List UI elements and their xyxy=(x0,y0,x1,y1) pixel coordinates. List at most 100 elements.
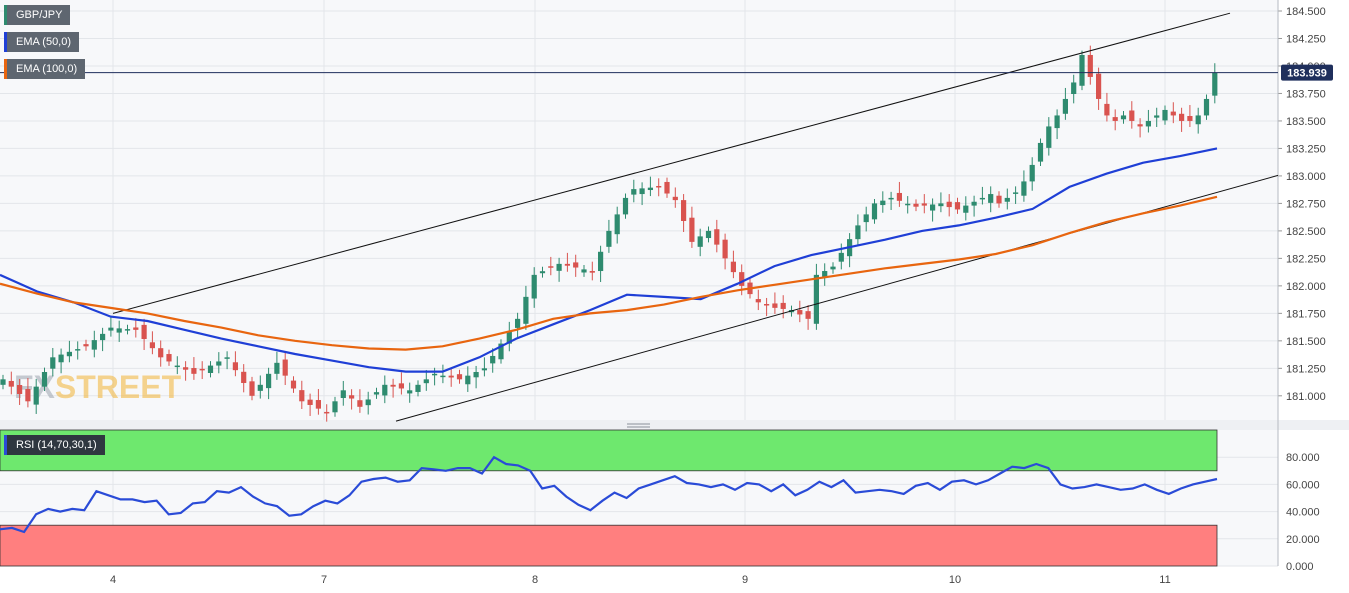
candle-down xyxy=(954,202,961,210)
candle-up xyxy=(1021,181,1027,196)
candle-down xyxy=(1096,73,1102,99)
candle-up xyxy=(373,392,380,395)
candle-up xyxy=(340,390,346,399)
candle-down xyxy=(946,201,952,208)
candle-down xyxy=(664,181,670,194)
candle-down xyxy=(133,327,139,330)
candle-down xyxy=(324,411,330,414)
candle-up xyxy=(614,214,620,235)
candle-up xyxy=(58,354,64,363)
candle-down xyxy=(672,196,678,201)
candle-up xyxy=(523,296,529,324)
candle-down xyxy=(714,229,720,245)
price-y-tick-label: 181.250 xyxy=(1286,363,1326,375)
candle-up xyxy=(1037,142,1044,162)
symbol-swatch xyxy=(4,5,7,25)
candle-up xyxy=(490,355,496,364)
x-tick-label: 7 xyxy=(321,574,327,586)
candle-up xyxy=(979,197,985,200)
candle-down xyxy=(349,395,355,399)
candle-up xyxy=(855,225,861,240)
candle-up xyxy=(830,266,836,270)
ema50-swatch xyxy=(4,32,7,52)
x-tick-label: 8 xyxy=(532,574,538,586)
legend-rsi[interactable]: RSI (14,70,30,1) xyxy=(4,435,105,455)
legend-ema50-label: EMA (50,0) xyxy=(16,36,72,48)
candle-down xyxy=(166,354,172,362)
candle-down xyxy=(149,342,155,349)
price-y-tick-label: 183.250 xyxy=(1286,143,1326,155)
candle-down xyxy=(548,266,554,268)
candle-up xyxy=(930,204,936,211)
candle-down xyxy=(573,262,579,268)
candle-down xyxy=(456,374,463,380)
candle-up xyxy=(1071,82,1077,95)
candle-up xyxy=(382,384,388,396)
candle-up xyxy=(174,365,180,368)
candle-down xyxy=(996,195,1002,204)
pane-divider xyxy=(0,420,1349,430)
candle-down xyxy=(191,368,197,374)
candle-down xyxy=(921,203,927,206)
candle-up xyxy=(622,197,629,215)
rsi-y-tick-label: 0.000 xyxy=(1286,561,1314,573)
legend-rsi-label: RSI (14,70,30,1) xyxy=(16,439,97,451)
candle-down xyxy=(1087,54,1093,77)
candle-down xyxy=(1187,115,1193,121)
legend-ema100[interactable]: EMA (100,0) xyxy=(4,59,86,79)
rsi-oversold-zone xyxy=(0,524,1218,567)
candle-up xyxy=(266,373,272,389)
candle-down xyxy=(1137,124,1143,127)
candle-up xyxy=(1203,98,1210,116)
candle-up xyxy=(813,274,819,324)
candle-up xyxy=(224,357,230,359)
candle-up xyxy=(556,263,562,271)
rsi-y-tick-label: 20.000 xyxy=(1286,534,1320,546)
current-price-badge xyxy=(1281,64,1333,81)
candle-up xyxy=(432,373,438,376)
candle-up xyxy=(100,333,106,341)
rsi-overbought-zone xyxy=(0,429,1218,472)
candle-down xyxy=(1129,110,1135,121)
candle-down xyxy=(1112,117,1118,121)
legend-symbol-label: GBP/JPY xyxy=(16,9,63,21)
candle-up xyxy=(539,271,546,274)
candle-up xyxy=(1062,98,1068,114)
candle-up xyxy=(481,368,487,371)
legend-symbol[interactable]: GBP/JPY xyxy=(4,5,71,25)
rsi-y-tick-label: 80.000 xyxy=(1286,452,1320,464)
price-y-tick-label: 184.250 xyxy=(1286,33,1326,45)
candle-down xyxy=(183,367,189,370)
candle-down xyxy=(564,263,570,266)
candle-up xyxy=(1145,120,1151,127)
candle-down xyxy=(141,324,147,340)
legend-ema50[interactable]: EMA (50,0) xyxy=(4,32,80,52)
candle-up xyxy=(838,252,844,262)
candle-down xyxy=(805,311,811,319)
candle-up xyxy=(41,371,48,387)
candle-down xyxy=(83,344,89,347)
current-price-label: 183.939 xyxy=(1287,68,1327,80)
candle-up xyxy=(440,375,446,378)
candle-up xyxy=(506,331,512,344)
candle-down xyxy=(299,390,305,402)
ema100-swatch xyxy=(4,59,7,79)
candle-down xyxy=(390,384,396,387)
candle-up xyxy=(415,384,421,392)
candle-up xyxy=(880,200,886,206)
x-tick-label: 11 xyxy=(1159,574,1170,586)
price-pane-bg xyxy=(0,0,1278,420)
candle-up xyxy=(465,375,471,385)
rsi-swatch xyxy=(4,435,7,455)
candle-up xyxy=(1195,115,1201,125)
candle-down xyxy=(8,380,14,387)
price-y-tick-label: 182.000 xyxy=(1286,281,1326,293)
candle-down xyxy=(290,380,297,389)
candle-down xyxy=(1104,103,1110,116)
candle-down xyxy=(896,192,902,201)
candle-down xyxy=(1179,113,1185,121)
candle-down xyxy=(398,383,404,389)
candle-up xyxy=(631,189,637,195)
